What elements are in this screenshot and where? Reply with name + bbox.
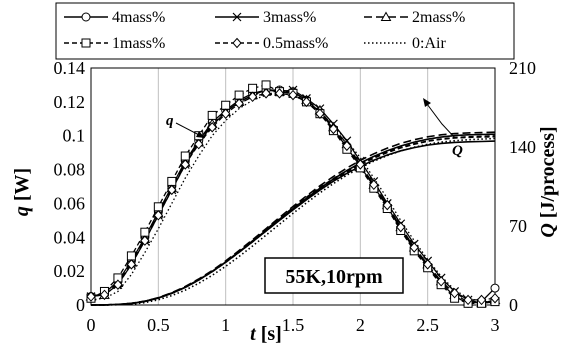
q-series-point — [220, 108, 231, 119]
q-series-point — [247, 91, 258, 103]
y-left-tick-label: 0.06 — [54, 193, 86, 213]
Q-annotation-arrowhead — [423, 98, 431, 107]
x-axis-label: t [s] — [250, 323, 282, 345]
q-series-point — [315, 108, 325, 119]
q-series-point — [328, 123, 339, 135]
q-series-point — [126, 251, 136, 261]
q-series-point — [342, 140, 352, 152]
q-series-point — [99, 289, 110, 301]
q-series-point — [436, 276, 446, 287]
q-series-point — [207, 121, 217, 133]
y-left-tick-label: 0.14 — [54, 58, 86, 78]
y-right-tick-label: 210 — [509, 58, 536, 78]
legend-marker — [81, 38, 91, 48]
legend-marker — [232, 37, 242, 49]
q-series-point — [463, 294, 473, 306]
y-left-axis-label: q [W] — [11, 168, 33, 216]
q-series-point — [476, 294, 487, 306]
x-tick-label: 3 — [491, 315, 500, 335]
y-left-tick-label: 0.12 — [54, 92, 86, 112]
plot-area-frame — [90, 67, 496, 306]
q-series-point — [490, 283, 500, 293]
q-curve-annotation: q — [166, 113, 174, 129]
q-series-point — [126, 259, 137, 270]
legend-marker — [380, 11, 392, 21]
q-series-point — [113, 279, 123, 290]
x-tick-label: 1 — [221, 315, 230, 335]
q-series-point — [449, 287, 460, 299]
q-series-point — [140, 227, 150, 237]
q-series-point — [153, 202, 163, 212]
legend-label: 4mass% — [112, 9, 165, 26]
Q-series-line — [90, 135, 496, 306]
y-left-tick-label: 0.08 — [54, 160, 86, 180]
legend-marker — [232, 12, 242, 22]
q-series-point — [382, 199, 392, 211]
q-series-point — [140, 235, 150, 246]
x-tick-label: 2.5 — [416, 315, 439, 335]
legend: 4mass% 3mass% 2mass% 1mass% 0.5mass% 0:Air — [64, 9, 465, 52]
x-tick-label: 2 — [356, 315, 365, 335]
q-series-point — [153, 210, 164, 221]
q-series-point — [234, 98, 244, 109]
q-series-point — [180, 159, 190, 170]
q-series-point — [167, 184, 177, 196]
x-tick-label: 0.5 — [147, 315, 170, 335]
q-series-point — [409, 242, 419, 253]
q-series-point — [248, 83, 258, 93]
x-tick-label: 0 — [87, 315, 96, 335]
Q-series-line — [91, 137, 496, 306]
Q-annotation-arrow — [426, 103, 456, 139]
q-series-point — [221, 100, 231, 110]
q-series-point — [288, 89, 298, 101]
y-left-tick-label: 0.1 — [63, 126, 86, 146]
marker-layer — [85, 80, 501, 308]
q-series-point — [234, 90, 244, 100]
y-right-axis-label: Q [J/process] — [537, 126, 559, 237]
y-right-tick-label: 70 — [509, 216, 527, 236]
q-series-point — [490, 292, 500, 304]
legend-label: 1mass% — [112, 35, 165, 52]
q-series-point — [301, 96, 312, 108]
q-series-point — [167, 176, 177, 186]
legend-label: 0.5mass% — [263, 35, 328, 52]
y-left-tick-label: 0 — [76, 295, 85, 315]
tick-labels: 0 0.5 1 1.5 2 2.5 300.020.040.060.080.10.120.1… — [54, 58, 537, 335]
legend-marker — [81, 12, 91, 22]
q-series-point — [207, 110, 217, 120]
x-tick-label: 1.5 — [282, 315, 305, 335]
y-left-tick-label: 0.02 — [54, 261, 86, 281]
q-series-point — [422, 259, 433, 270]
q-series-point — [261, 88, 271, 99]
y-left-tick-label: 0.04 — [54, 227, 86, 247]
q-series-point — [369, 179, 379, 191]
q-series-point — [355, 159, 366, 170]
q-series-point — [180, 151, 190, 161]
axes — [90, 67, 496, 306]
legend-label: 3mass% — [263, 9, 316, 26]
q-series-point — [261, 80, 271, 90]
Q-curve-annotation: Q — [452, 143, 463, 159]
condition-label: 55K,10rpm — [285, 266, 383, 288]
q-series-point — [194, 138, 204, 150]
q-series-point — [274, 88, 285, 99]
y-right-tick-label: 140 — [509, 137, 536, 157]
q-series-point — [86, 291, 96, 302]
legend-label: 2mass% — [412, 9, 465, 26]
legend-box — [55, 2, 515, 60]
legend-label: 0:Air — [412, 35, 446, 52]
q-annotation-arrowhead — [196, 131, 205, 138]
q-annotation-arrow — [175, 122, 202, 137]
y-right-tick-label: 0 — [509, 295, 518, 315]
q-series-point — [396, 221, 406, 233]
condition-box — [264, 257, 404, 294]
